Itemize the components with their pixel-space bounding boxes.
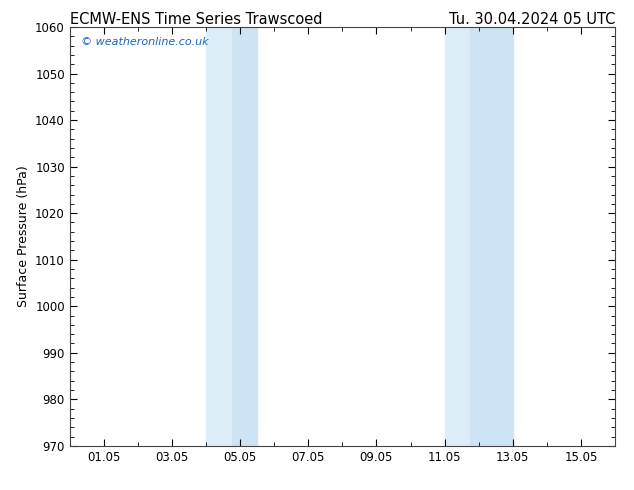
Bar bbox=[444, 27, 470, 446]
Bar bbox=[470, 27, 513, 446]
Bar bbox=[231, 27, 257, 446]
Bar bbox=[206, 27, 231, 446]
Text: ECMW-ENS Time Series Trawscoed: ECMW-ENS Time Series Trawscoed bbox=[70, 12, 322, 27]
Text: Tu. 30.04.2024 05 UTC: Tu. 30.04.2024 05 UTC bbox=[449, 12, 615, 27]
Y-axis label: Surface Pressure (hPa): Surface Pressure (hPa) bbox=[16, 166, 30, 307]
Text: © weatheronline.co.uk: © weatheronline.co.uk bbox=[81, 37, 209, 48]
